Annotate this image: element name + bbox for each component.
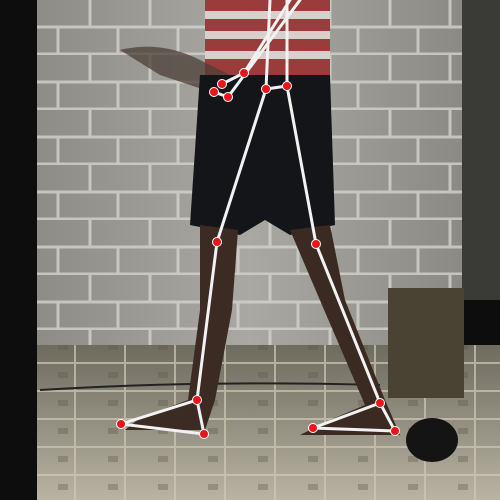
shorts — [190, 75, 335, 235]
dark-object — [406, 418, 458, 462]
joint — [311, 239, 321, 249]
joint — [192, 395, 202, 405]
right-wall-edge — [462, 0, 500, 300]
box — [388, 288, 464, 398]
joint — [261, 84, 271, 94]
joint — [209, 87, 219, 97]
left-leg — [125, 225, 238, 430]
joint — [217, 79, 227, 89]
joint — [116, 419, 126, 429]
joint — [390, 426, 400, 436]
joint — [375, 398, 385, 408]
joint — [239, 68, 249, 78]
joint — [212, 237, 222, 247]
joint — [199, 429, 209, 439]
joints — [116, 68, 400, 439]
joint — [282, 81, 292, 91]
pose-skeleton — [116, 0, 400, 439]
joint — [223, 92, 233, 102]
joint — [308, 423, 318, 433]
